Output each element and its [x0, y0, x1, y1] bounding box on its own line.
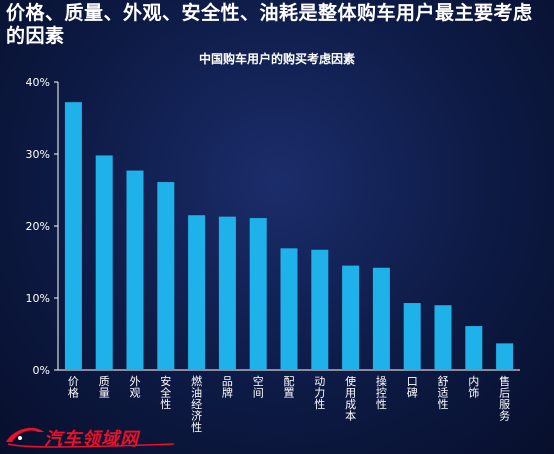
bar — [465, 326, 483, 370]
y-tick-label: 20% — [26, 220, 50, 233]
x-tick-label: 售后服务 — [499, 374, 510, 423]
x-tick-label: 动力性 — [314, 375, 325, 411]
x-tick-label: 内饰 — [468, 374, 479, 400]
bar — [218, 216, 236, 370]
bar — [496, 343, 514, 370]
bar — [95, 155, 113, 370]
y-tick-label: 40% — [26, 76, 50, 89]
x-tick-label: 外观 — [130, 375, 141, 400]
y-tick-label: 0% — [33, 364, 50, 377]
bar — [434, 305, 452, 370]
x-tick-label: 空间 — [253, 374, 264, 400]
bar — [126, 170, 144, 370]
chart-title: 中国购车用户的购买考虑因素 — [198, 52, 355, 66]
bar — [157, 182, 175, 370]
bar — [372, 267, 390, 370]
bar — [188, 215, 206, 370]
bar — [280, 248, 298, 370]
bar — [311, 249, 329, 370]
y-tick-label: 10% — [26, 292, 50, 305]
bar — [64, 102, 82, 370]
x-tick-label: 品牌 — [222, 375, 233, 400]
watermark-logo — [6, 427, 175, 448]
bars — [64, 102, 514, 370]
x-tick-label: 操控性 — [376, 374, 387, 411]
x-tick-label: 价格 — [68, 375, 79, 400]
watermark-text: 汽车领域网 — [44, 429, 139, 450]
x-tick-label: 燃油经济性 — [191, 374, 202, 434]
headline: 价格、质量、外观、安全性、油耗是整体购车用户最主要考虑的因素 — [6, 2, 533, 47]
x-tick-label: 质量 — [99, 375, 110, 400]
bar — [249, 218, 267, 370]
x-tick-label: 舒适性 — [438, 374, 449, 411]
x-tick-label: 配置 — [284, 375, 295, 400]
y-tick-label: 30% — [26, 148, 50, 161]
x-tick-label: 使用成本 — [345, 375, 356, 423]
bar — [403, 303, 421, 370]
x-tick-label: 口碑 — [407, 375, 418, 400]
bar — [342, 265, 360, 370]
x-tick-label: 安全性 — [160, 374, 171, 411]
